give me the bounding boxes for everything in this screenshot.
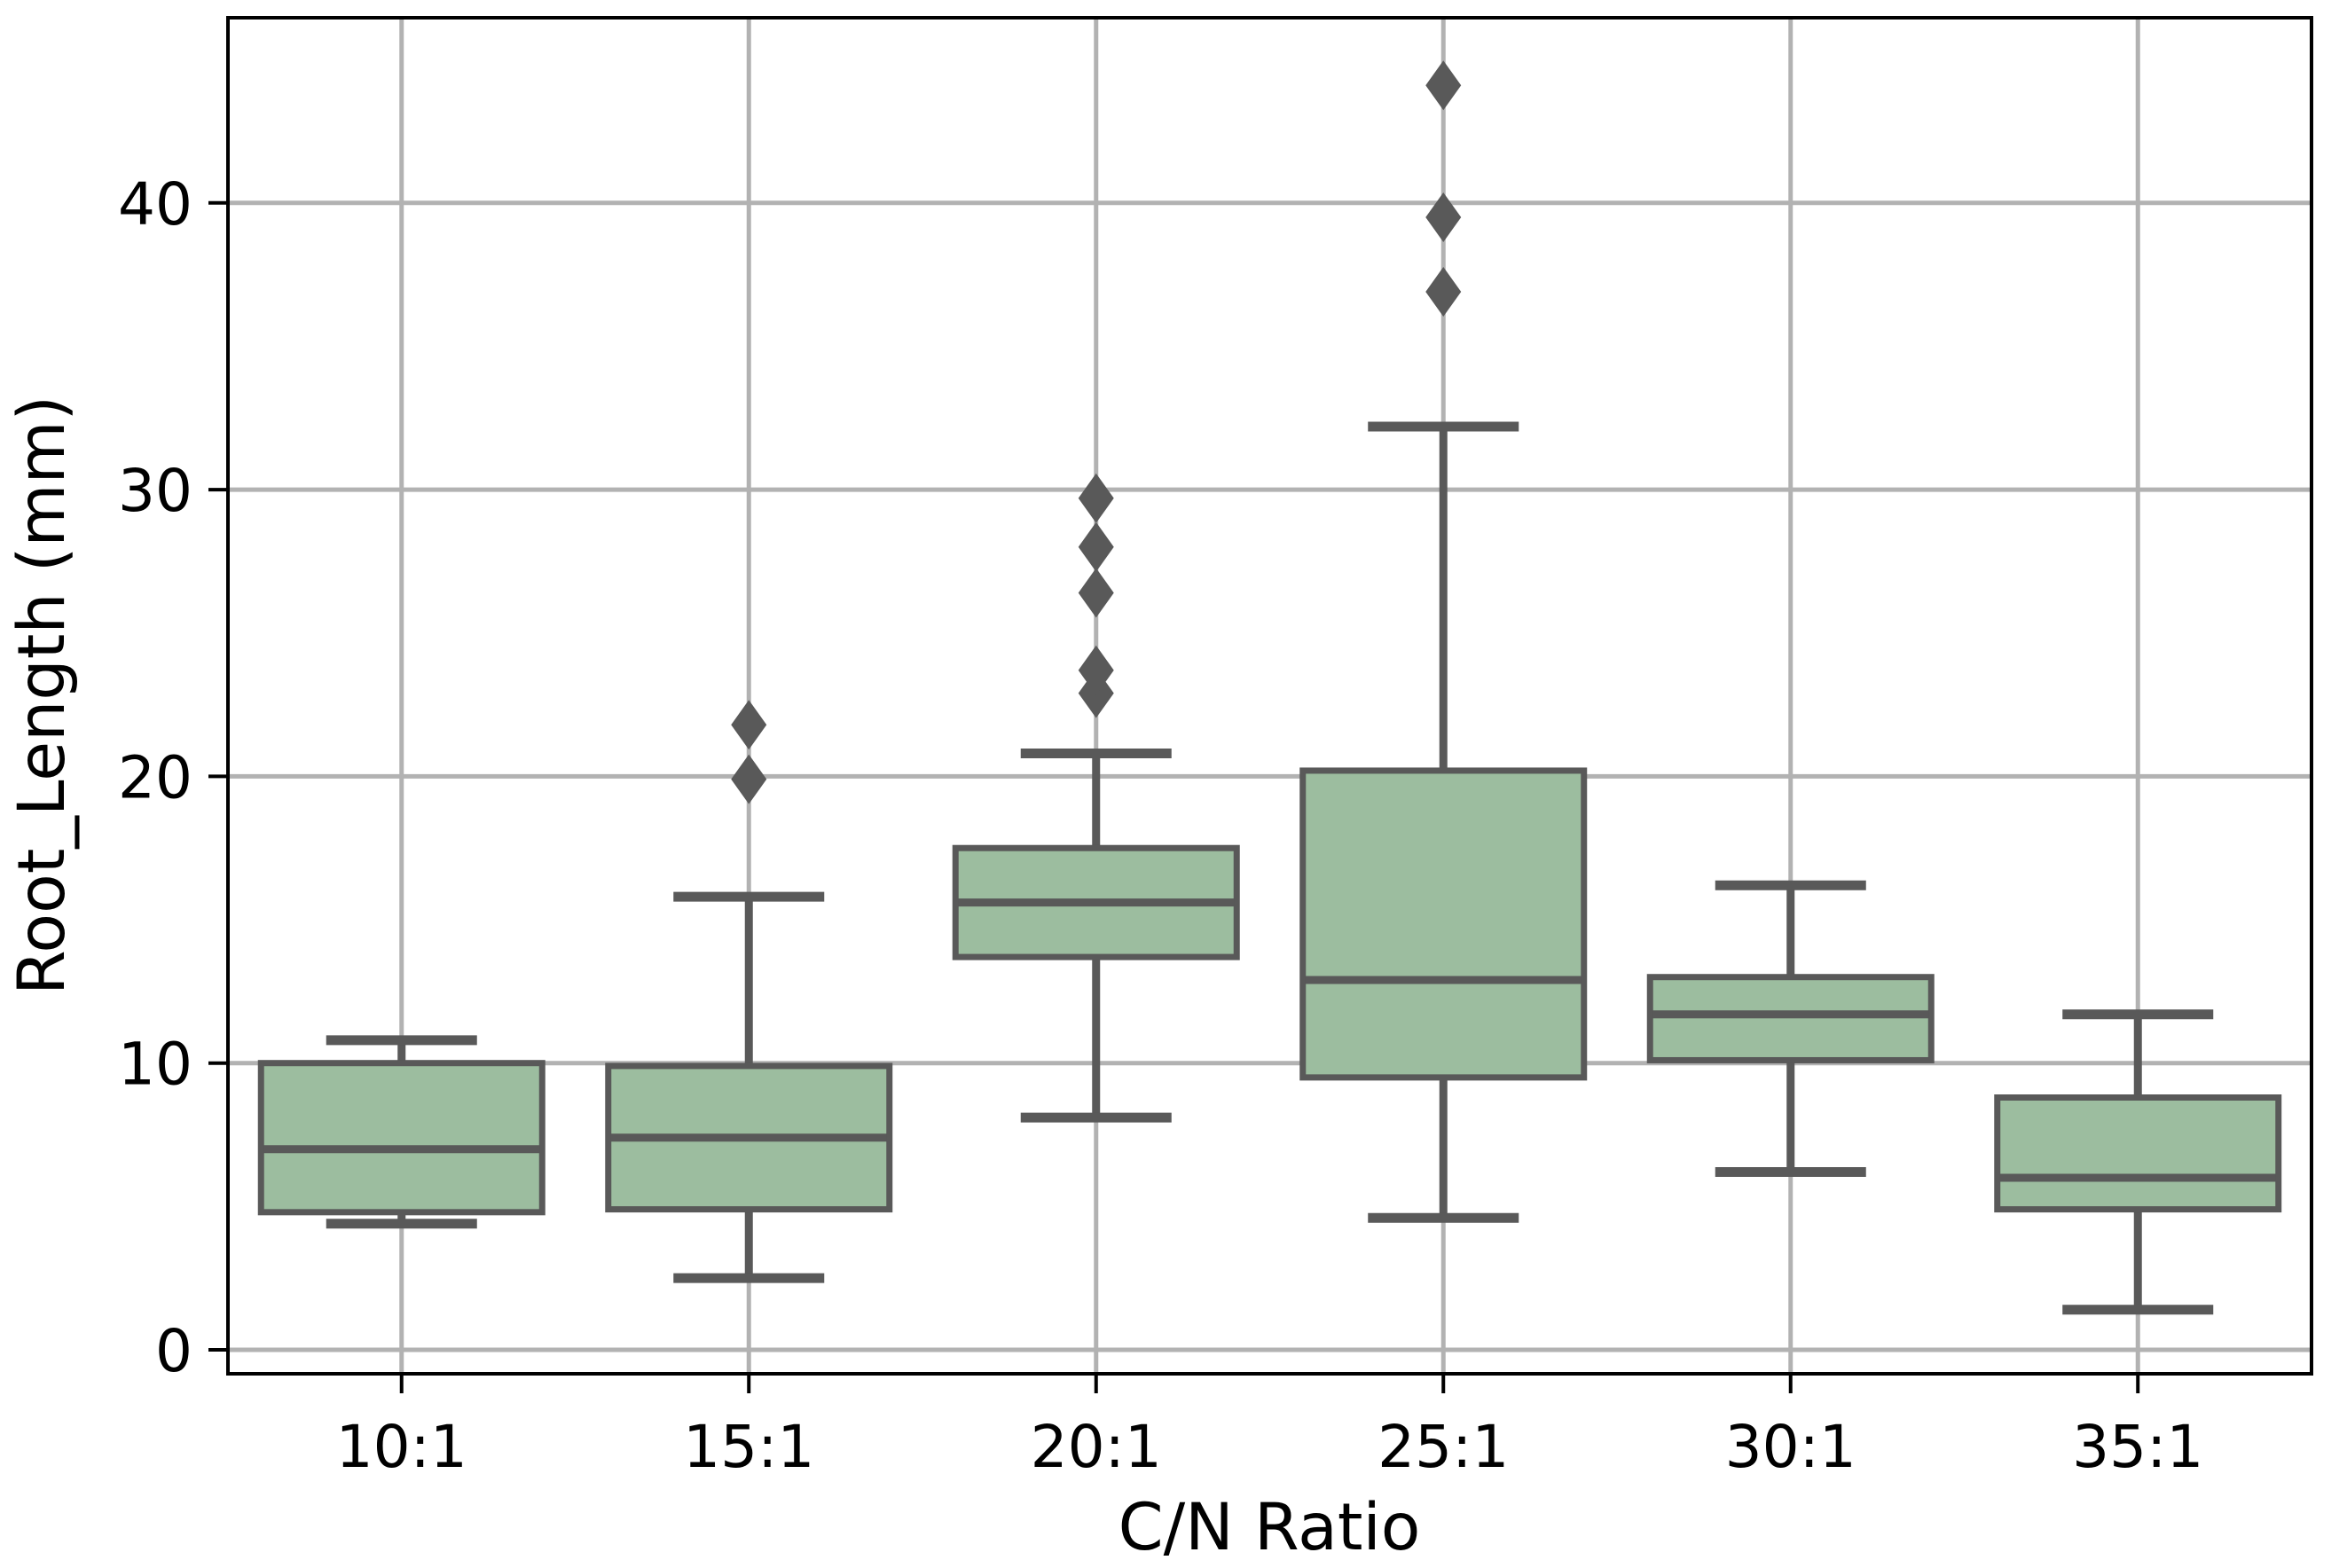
x-tick-label: 10:1 xyxy=(336,1413,467,1481)
outlier-diamond xyxy=(731,754,767,804)
y-tick-label: 40 xyxy=(118,170,192,239)
plot-spines xyxy=(226,16,2313,1376)
outlier-diamond xyxy=(1078,521,1114,572)
y-tick-label: 30 xyxy=(118,457,192,525)
box-layer xyxy=(257,60,2282,1315)
outlier-diamond xyxy=(731,700,767,750)
iqr-box xyxy=(257,1060,546,1216)
outlier-diamond xyxy=(1425,267,1462,318)
x-tick-label: 35:1 xyxy=(2072,1413,2203,1481)
x-axis-label: C/N Ratio xyxy=(1118,1490,1421,1564)
x-tick-label: 25:1 xyxy=(1377,1413,1509,1481)
box-group-25-1 xyxy=(1299,60,1588,1223)
box-group-10-1 xyxy=(257,1035,546,1229)
iqr-box xyxy=(1299,767,1588,1081)
y-tick-label: 20 xyxy=(118,743,192,811)
y-tick-label: 0 xyxy=(155,1317,192,1385)
iqr-box xyxy=(1646,974,1935,1063)
outlier-diamond xyxy=(1078,645,1114,695)
outlier-diamond xyxy=(1078,568,1114,618)
x-tick-label: 15:1 xyxy=(683,1413,814,1481)
box-group-30-1 xyxy=(1646,880,1935,1178)
box-group-20-1 xyxy=(952,473,1240,1123)
outlier-diamond xyxy=(1078,473,1114,523)
box-group-35-1 xyxy=(1994,1009,2282,1315)
axis-layer: 0 10 20 30 40 10:1 15:1 20:1 25:1 30:1 35:1 xyxy=(118,16,2313,1481)
y-tick-label: 10 xyxy=(118,1031,192,1099)
outlier-diamond xyxy=(1425,60,1462,111)
y-axis-label: Root_Length (mm) xyxy=(4,396,80,995)
x-tick-label: 30:1 xyxy=(1725,1413,1856,1481)
outlier-diamond xyxy=(1425,192,1462,242)
box-group-15-1 xyxy=(605,700,893,1283)
x-tick-label: 20:1 xyxy=(1031,1413,1162,1481)
iqr-box xyxy=(1994,1094,2282,1213)
